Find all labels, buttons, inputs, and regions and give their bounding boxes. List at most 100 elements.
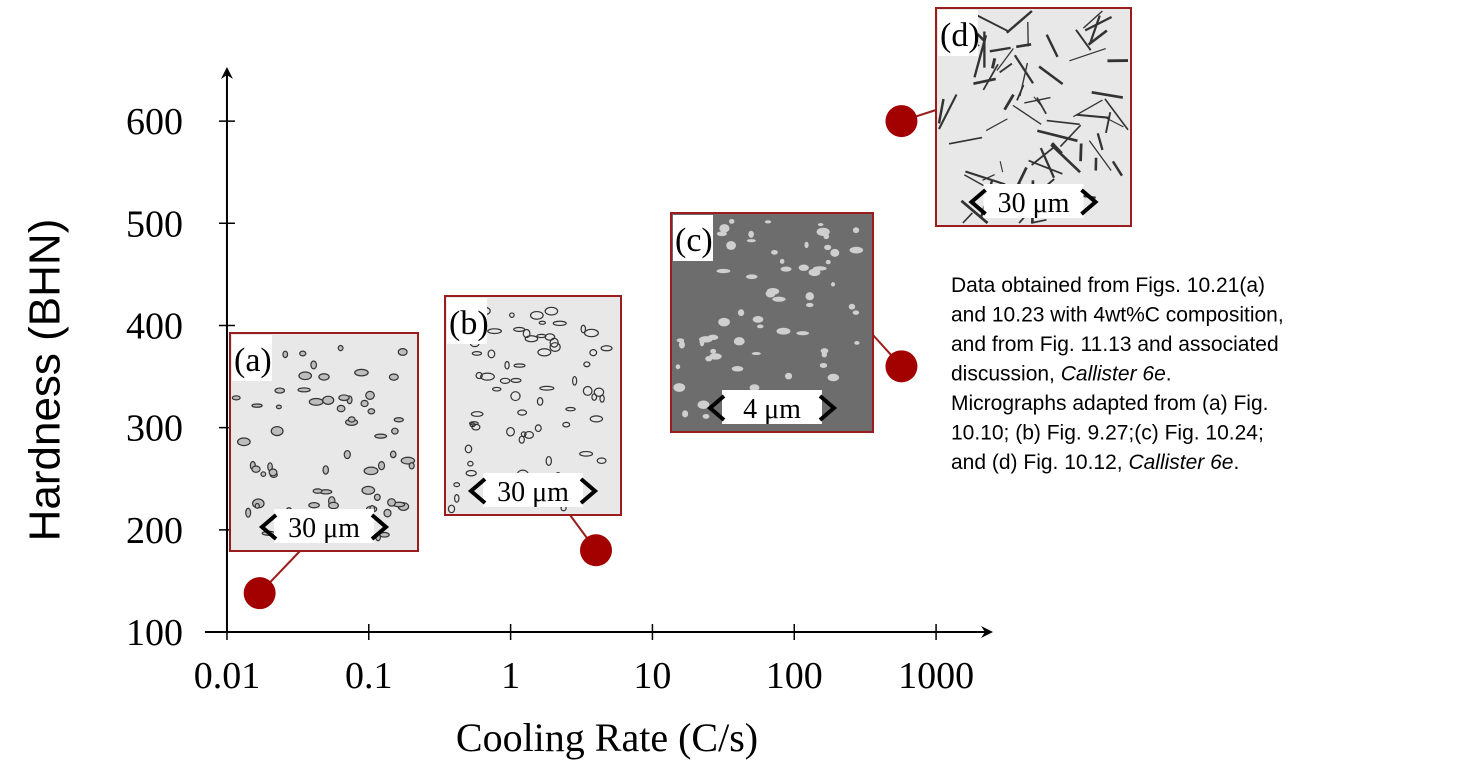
texture — [718, 318, 730, 327]
texture — [338, 345, 343, 350]
x-tick-label: 10 — [633, 655, 671, 697]
texture — [826, 260, 831, 264]
note-text: . — [1233, 451, 1239, 474]
texture — [703, 414, 710, 419]
texture — [364, 467, 378, 474]
texture — [366, 391, 375, 399]
micrograph: (b) 30 μm — [445, 296, 621, 515]
data-point — [885, 105, 917, 137]
texture — [344, 451, 350, 459]
texture — [299, 372, 312, 380]
texture — [738, 309, 744, 316]
texture — [362, 486, 375, 494]
texture — [323, 466, 328, 474]
texture — [355, 369, 368, 375]
texture — [700, 338, 705, 347]
data-point — [580, 534, 612, 566]
texture — [777, 328, 791, 335]
note-line: Micrographs adapted from (a) Fig. — [951, 392, 1268, 415]
micrograph: (c)4 μm — [671, 213, 873, 432]
texture — [337, 405, 345, 411]
texture — [252, 404, 262, 407]
note-text: and from Fig. 11.13 and associated — [951, 333, 1279, 356]
texture — [309, 503, 319, 508]
note-text: and 10.23 with 4wt%C composition, — [951, 304, 1284, 327]
texture — [374, 494, 380, 500]
note-line: Data obtained from Figs. 10.21(a) — [951, 274, 1265, 297]
texture — [710, 349, 716, 354]
texture — [246, 508, 251, 517]
texture — [392, 428, 398, 434]
texture — [818, 223, 823, 226]
texture — [269, 469, 277, 476]
texture — [757, 325, 764, 329]
texture — [375, 434, 387, 438]
texture — [824, 245, 831, 250]
texture — [729, 219, 734, 224]
texture — [765, 220, 771, 223]
y-tick-label: 400 — [126, 305, 183, 347]
texture — [379, 462, 385, 470]
texture — [767, 288, 780, 295]
texture — [853, 227, 859, 233]
texture — [796, 331, 809, 335]
texture — [276, 405, 281, 409]
inset-label: (b) — [449, 305, 489, 342]
texture — [732, 366, 744, 371]
texture — [261, 472, 266, 477]
texture — [854, 341, 859, 345]
texture — [238, 438, 251, 446]
x-tick-label: 0.1 — [345, 655, 393, 697]
texture — [1081, 143, 1082, 161]
note-line: and 10.23 with 4wt%C composition, — [951, 304, 1284, 327]
texture — [734, 337, 745, 345]
texture — [771, 250, 778, 255]
texture — [708, 335, 719, 340]
texture — [806, 292, 814, 300]
texture — [388, 499, 396, 506]
texture — [313, 489, 322, 493]
note-text: Data obtained from Figs. 10.21(a) — [951, 274, 1265, 297]
texture — [409, 463, 414, 469]
texture — [820, 363, 827, 368]
texture — [746, 274, 758, 279]
note-text: 10.10; (b) Fig. 9.27;(c) Fig. 10.24; — [951, 422, 1264, 445]
texture — [850, 247, 864, 254]
texture — [390, 451, 396, 457]
note-text: Callister 6e — [1128, 451, 1233, 474]
note-line: discussion, Callister 6e. — [951, 363, 1172, 386]
texture — [339, 395, 349, 401]
texture — [329, 502, 339, 508]
texture — [799, 265, 809, 271]
y-axis-title: Hardness (BHN) — [21, 219, 70, 542]
texture — [719, 224, 729, 232]
texture — [804, 242, 808, 248]
texture — [252, 466, 260, 472]
texture — [780, 259, 785, 264]
note-text: discussion, — [951, 363, 1061, 386]
data-point — [244, 577, 276, 609]
scale-label: 30 μm — [288, 513, 360, 544]
texture — [368, 409, 375, 414]
texture — [398, 349, 407, 356]
scale-label: 30 μm — [497, 477, 569, 508]
texture — [389, 374, 398, 380]
texture — [679, 341, 685, 349]
micrograph: (a)30 μm — [230, 333, 418, 551]
note-line: and (d) Fig. 10.12, Callister 6e. — [951, 451, 1239, 474]
texture — [781, 266, 792, 271]
texture — [726, 241, 736, 250]
texture — [676, 364, 681, 369]
note-text: and (d) Fig. 10.12, — [951, 451, 1128, 474]
texture — [271, 427, 283, 436]
y-tick-label: 100 — [126, 612, 183, 654]
texture — [830, 249, 839, 257]
texture — [849, 304, 855, 310]
y-tick-label: 200 — [126, 510, 183, 552]
x-tick-label: 1 — [501, 655, 520, 697]
texture — [275, 388, 284, 393]
texture — [817, 228, 830, 236]
texture — [716, 269, 730, 273]
note-text: Callister 6e — [1061, 363, 1166, 386]
texture — [673, 383, 685, 392]
